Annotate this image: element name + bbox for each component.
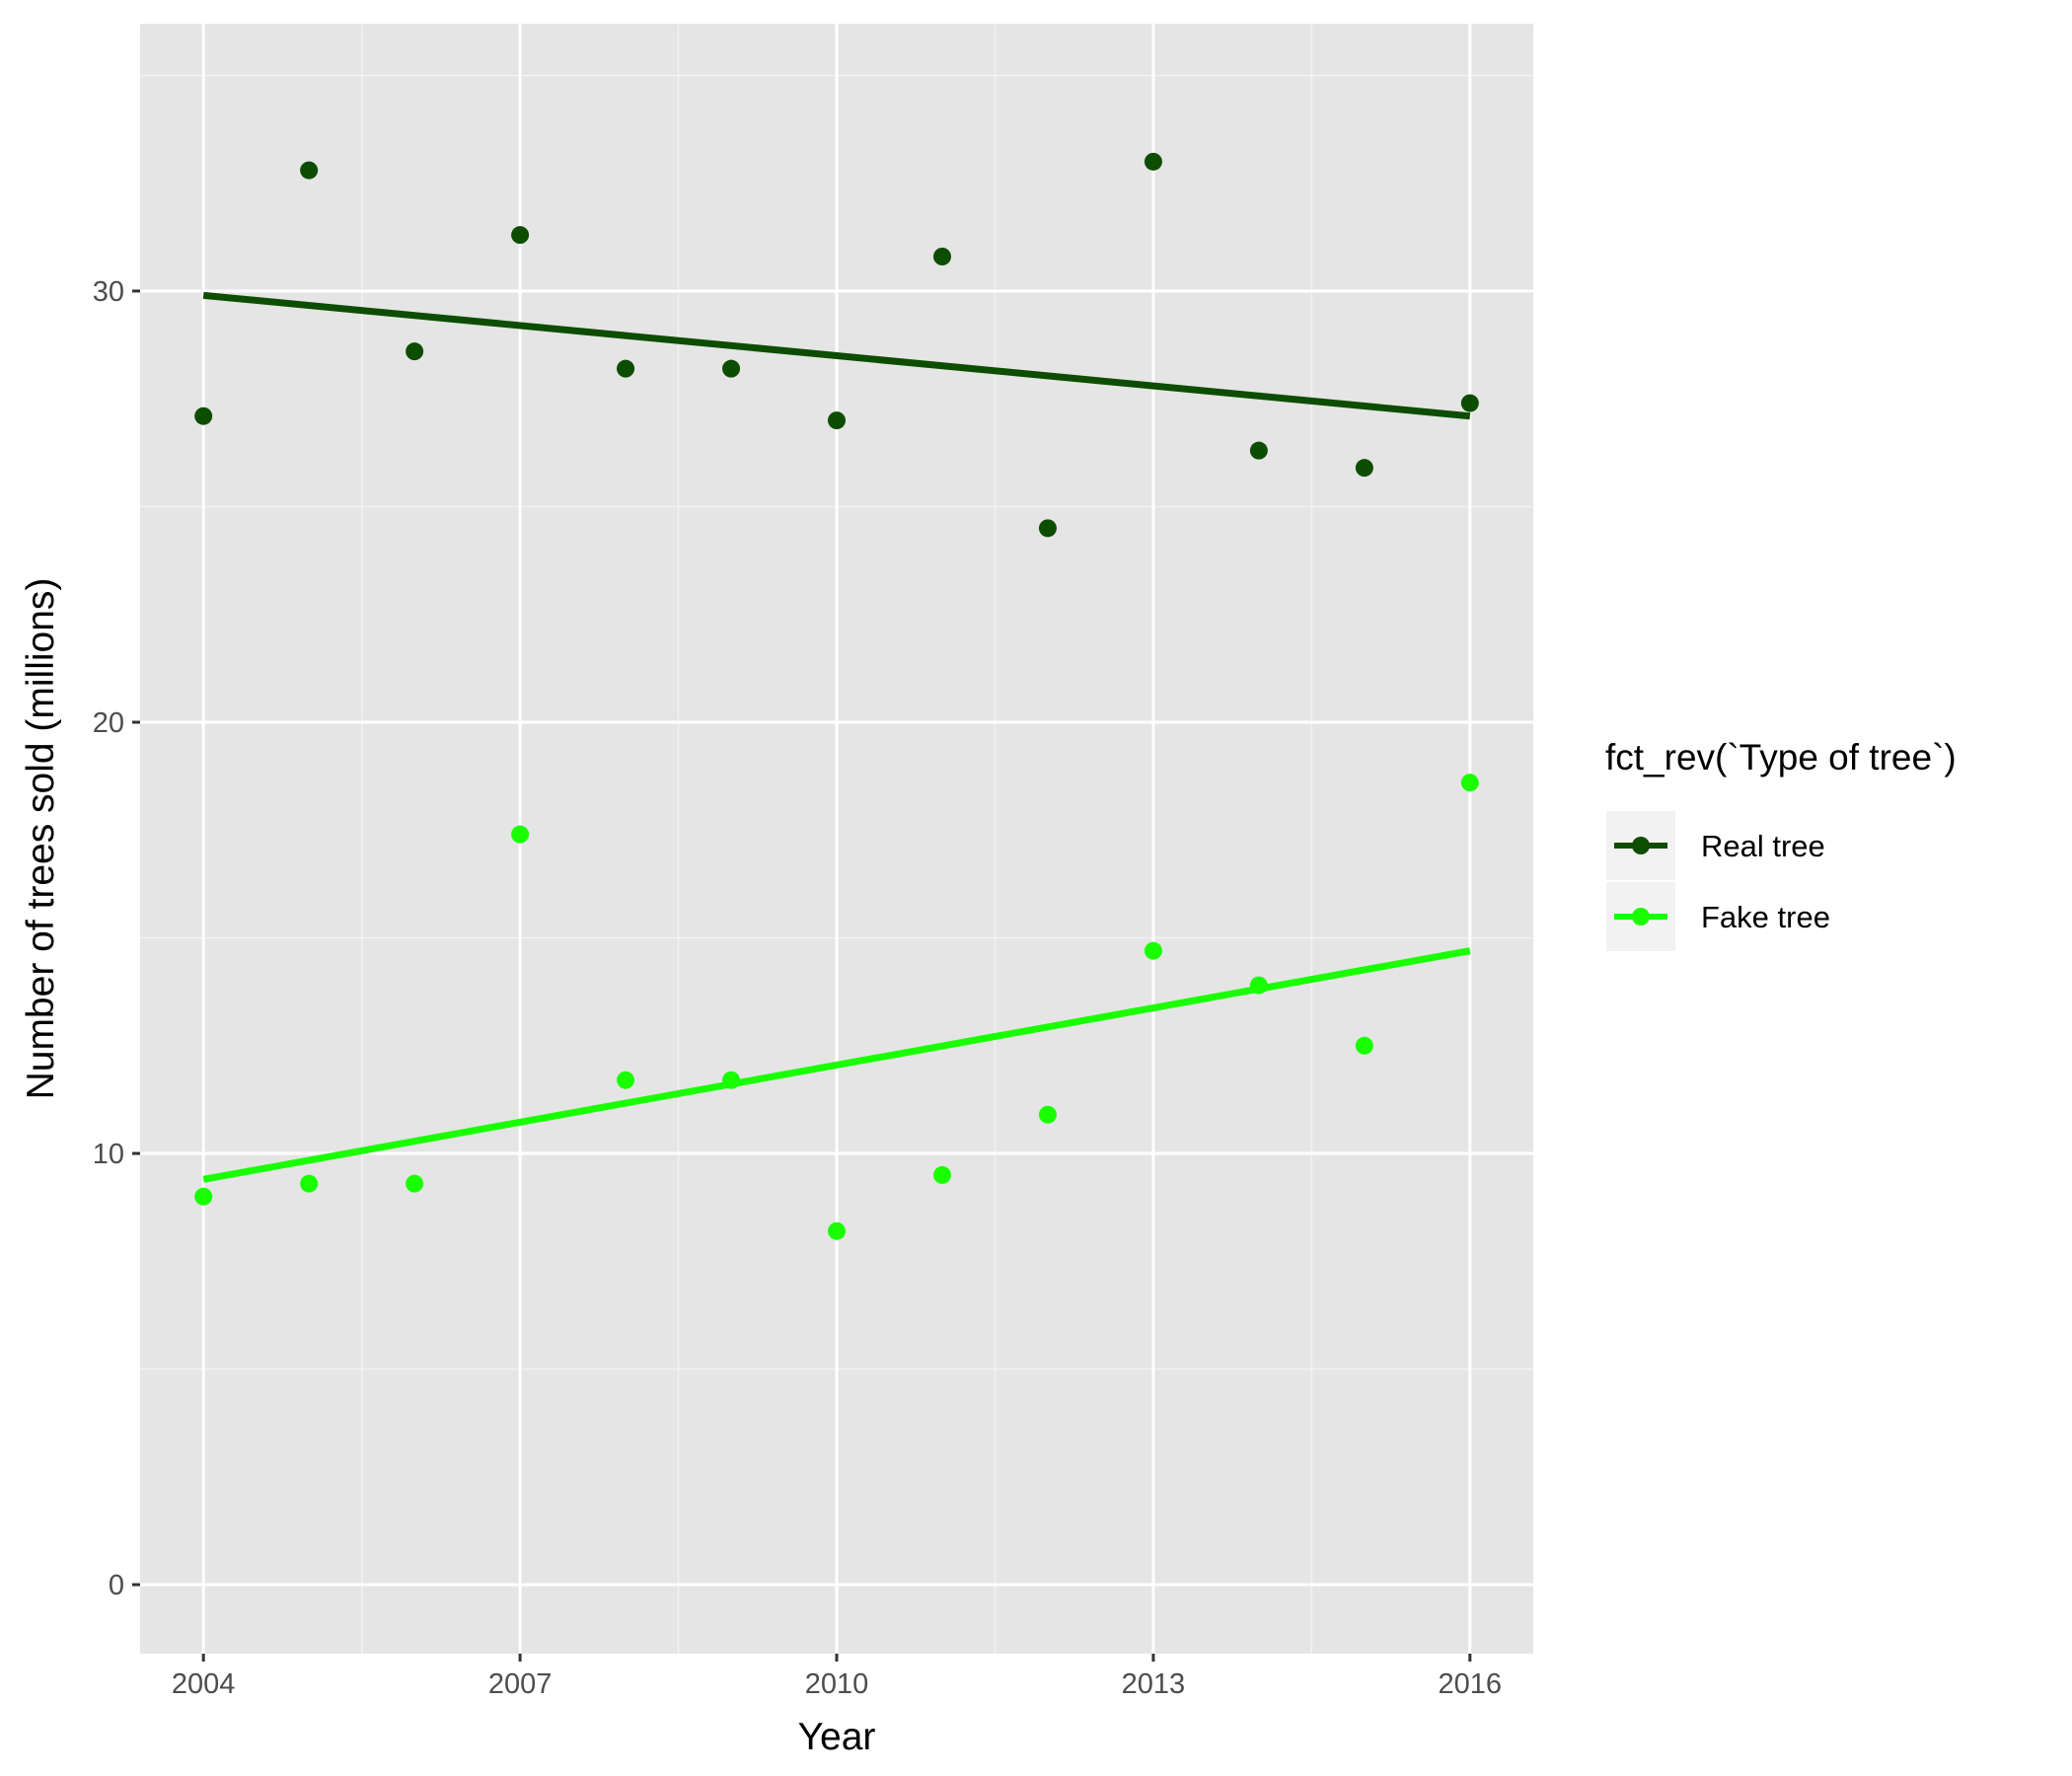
data-point [300, 1174, 319, 1193]
data-point [617, 1071, 635, 1089]
data-point [932, 248, 951, 265]
x-tick-label: 2013 [1122, 1668, 1186, 1700]
y-tick-label: 10 [93, 1139, 124, 1170]
legend-key-point [1632, 908, 1650, 925]
legend: fct_rev(`Type of tree`) Real tree Fake tr… [1605, 737, 1957, 951]
y-axis: 0 10 20 30 [93, 276, 140, 1601]
legend-label: Real tree [1701, 829, 1825, 863]
data-points [194, 152, 1479, 1240]
data-point [932, 1165, 951, 1184]
data-point [511, 825, 530, 844]
x-tick-label: 2016 [1439, 1668, 1503, 1700]
data-point [1355, 459, 1373, 478]
trend-line-real-tree [202, 291, 1471, 420]
legend-label: Fake tree [1701, 900, 1830, 934]
data-point [722, 359, 741, 378]
data-point [406, 342, 424, 361]
y-axis-title: Number of trees sold (millions) [20, 578, 62, 1100]
y-tick-label: 20 [93, 707, 124, 739]
data-point [1355, 1036, 1373, 1055]
x-tick-label: 2010 [805, 1668, 869, 1700]
data-point [511, 226, 530, 245]
data-point [1038, 1105, 1057, 1124]
x-tick-label: 2007 [488, 1668, 553, 1700]
data-point [722, 1071, 741, 1089]
data-point [617, 359, 635, 378]
y-tick-label: 30 [93, 276, 124, 308]
data-point [300, 161, 319, 180]
data-point [828, 411, 846, 430]
x-axis: 2004 2007 2010 2013 2016 [172, 1654, 1502, 1700]
data-point [1460, 774, 1479, 792]
x-tick-label: 2004 [172, 1668, 236, 1700]
legend-title: fct_rev(`Type of tree`) [1605, 737, 1957, 777]
data-point [1038, 519, 1057, 538]
legend-key-point [1632, 837, 1650, 854]
data-point [1249, 976, 1268, 995]
data-point [1460, 394, 1479, 412]
x-axis-title: Year [798, 1716, 876, 1758]
data-point [194, 407, 213, 425]
data-point [406, 1174, 424, 1193]
data-point [1144, 941, 1162, 960]
data-point [828, 1221, 846, 1240]
data-point [1249, 441, 1268, 460]
data-point [194, 1187, 213, 1206]
data-point [1144, 152, 1162, 171]
y-tick-label: 0 [109, 1570, 124, 1601]
